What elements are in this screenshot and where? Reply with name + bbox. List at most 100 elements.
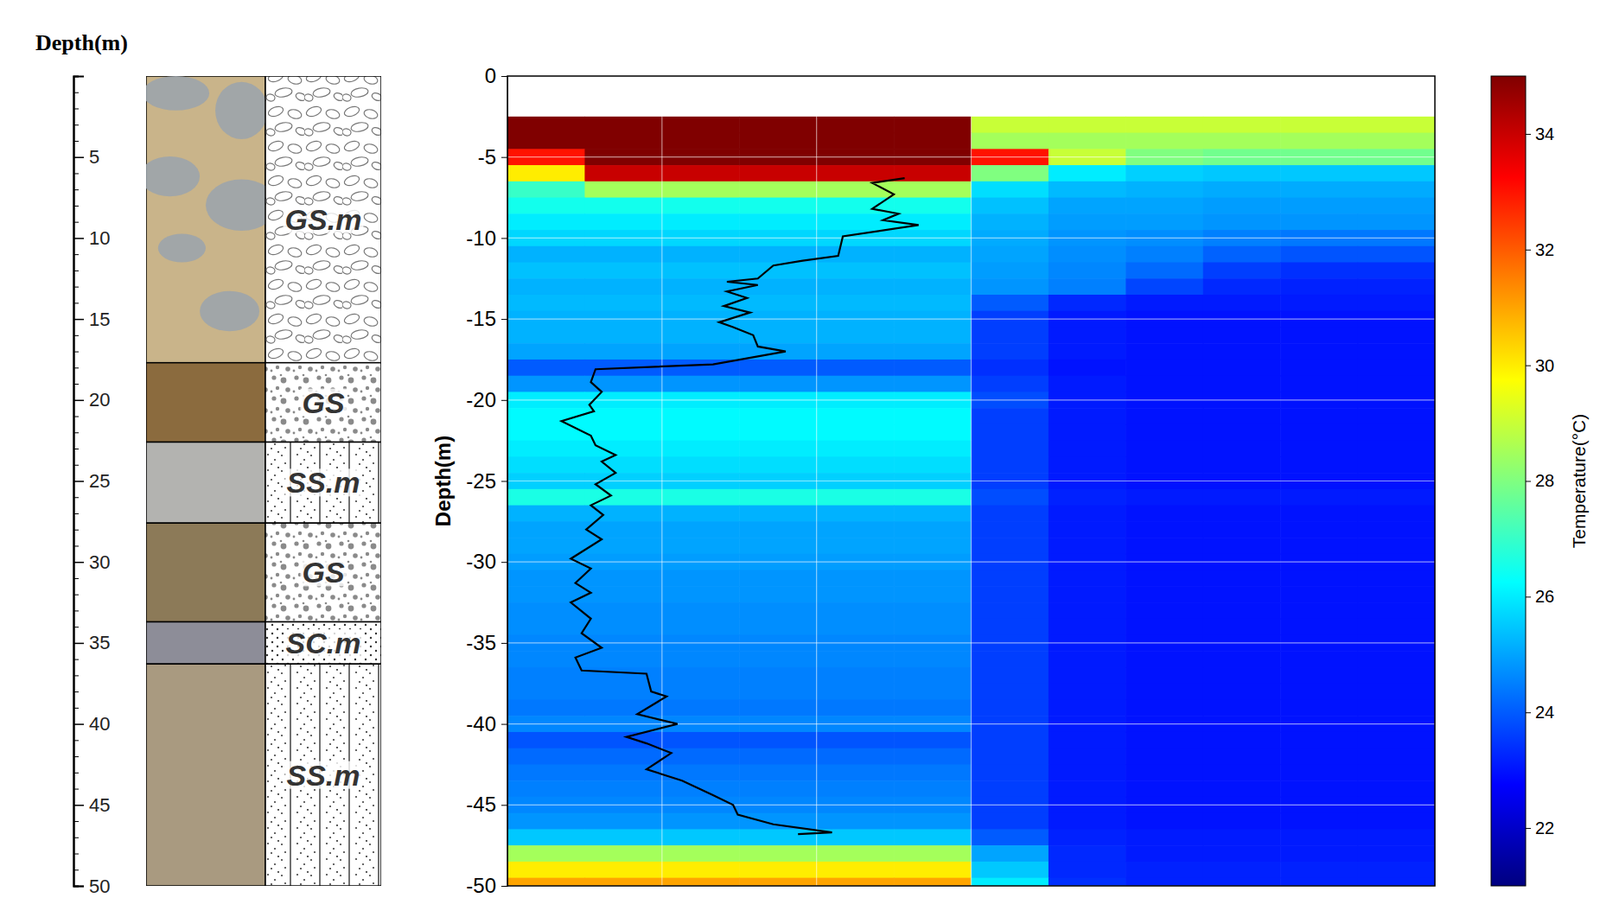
- heatmap-cell: [893, 537, 972, 555]
- heatmap-cell: [893, 181, 972, 198]
- heatmap-cell: [1203, 294, 1282, 312]
- heatmap-cell: [584, 165, 663, 182]
- heatmap-cell: [971, 521, 1050, 538]
- heatmap-cell: [662, 521, 740, 538]
- heatmap-cell: [1357, 732, 1435, 749]
- heatmap-cell: [1357, 133, 1435, 150]
- heatmap-cell: [1357, 505, 1435, 523]
- heatmap-cell: [507, 845, 586, 862]
- heatmap-cell: [1203, 407, 1282, 425]
- y-axis-tick-mark: [73, 237, 84, 240]
- axis-title: Depth(m): [35, 30, 128, 56]
- strip-log: Depth(m)5101520253035404550GS.mGSSS.mGSS…: [35, 30, 382, 898]
- heatmap-cell: [971, 505, 1050, 523]
- y-axis-tick-label: 20: [89, 388, 110, 411]
- y-axis-tick: -25: [465, 469, 508, 493]
- heatmap-cell: [739, 861, 817, 879]
- colorbar-axis-tick: 32: [1525, 240, 1555, 260]
- heatmap-cell: [816, 181, 895, 198]
- heatmap-cell: [971, 813, 1050, 830]
- heatmap-cell: [1203, 602, 1282, 619]
- heatmap-cell: [971, 278, 1050, 295]
- grid-line-x: [815, 76, 817, 887]
- heatmap-cell: [893, 764, 972, 781]
- heatmap-cell: [662, 586, 740, 603]
- heatmap-cell: [1125, 650, 1204, 668]
- heatmap-cell: [1203, 197, 1282, 215]
- heatmap-cell: [1280, 359, 1358, 377]
- colorbar-title: Temperature(°C): [1568, 414, 1589, 549]
- heatmap-cell: [662, 407, 740, 425]
- y-axis-tick-mark: [501, 804, 508, 806]
- heatmap-cell: [1280, 813, 1358, 830]
- heatmap-cell: [507, 376, 586, 393]
- profile-line: [561, 178, 919, 835]
- heatmap-cell: [662, 213, 740, 230]
- heatmap-cell: [507, 197, 586, 215]
- heatmap-cell: [507, 133, 586, 150]
- heatmap-cell: [739, 586, 817, 603]
- heatmap-cell: [1048, 213, 1127, 230]
- heatmap-cell: [1048, 343, 1127, 360]
- heatmap-cell: [893, 828, 972, 846]
- heatmap-cell: [893, 683, 972, 701]
- heatmap-cell: [816, 489, 895, 506]
- heatmap-cell: [1203, 424, 1282, 441]
- heatmap-cell: [893, 748, 972, 765]
- heatmap-cell: [662, 813, 740, 830]
- heatmap-cell: [1048, 294, 1127, 312]
- heatmap-cell: [816, 602, 895, 619]
- y-axis-tick-mark: [501, 481, 508, 483]
- heatmap-cell: [584, 537, 663, 555]
- heatmap-cell: [893, 424, 972, 441]
- y-axis-tick-mark: [501, 643, 508, 644]
- heatmap-cell: [816, 861, 895, 879]
- heatmap-cell: [1125, 878, 1204, 887]
- heatmap-cell: [816, 878, 895, 887]
- heatmap-cell: [1280, 618, 1358, 636]
- heatmap-cell: [1125, 602, 1204, 619]
- colorbar-axis-tick-mark: [1525, 596, 1531, 598]
- heatmap-cell: [1357, 262, 1435, 280]
- heatmap-cell: [584, 181, 663, 198]
- heatmap-cell: [1280, 376, 1358, 393]
- heatmap-cell: [1203, 618, 1282, 636]
- heatmap-cell: [1203, 537, 1282, 555]
- heatmap-cell: [739, 521, 817, 538]
- heatmap-cell: [662, 650, 740, 668]
- heatmap-cell: [1280, 246, 1358, 263]
- heatmap-cell: [584, 748, 663, 765]
- heatmap-cell: [1280, 197, 1358, 215]
- heatmap-cell: [1203, 133, 1282, 150]
- heatmap-cell: [1048, 586, 1127, 603]
- heatmap-cell: [584, 133, 663, 150]
- heatmap-cell: [739, 326, 817, 344]
- heatmap-cell: [584, 505, 663, 523]
- heatmap-cell: [893, 456, 972, 473]
- y-axis-tick-label: 5: [89, 146, 100, 168]
- heatmap-cell: [662, 165, 740, 182]
- heatmap-cell: [1203, 650, 1282, 668]
- heatmap-cell: [1048, 732, 1127, 749]
- heatmap-cell: [1357, 456, 1435, 473]
- heatmap-cell: [816, 813, 895, 830]
- heatmap-cell: [584, 732, 663, 749]
- heatmap-cell: [662, 861, 740, 879]
- heatmap-cell: [971, 246, 1050, 263]
- colorbar-axis-tick-label: 22: [1535, 818, 1555, 838]
- heatmap-cell: [1048, 440, 1127, 458]
- heatmap-cell: [1203, 586, 1282, 603]
- heatmap-cell: [584, 667, 663, 684]
- heatmap-cell: [1125, 424, 1204, 441]
- heatmap-cell: [662, 197, 740, 215]
- heatmap-cell: [1280, 537, 1358, 555]
- heatmap-cell: [893, 521, 972, 538]
- heatmap-cell: [1357, 780, 1435, 797]
- colorbar-axis-tick-label: 34: [1535, 124, 1555, 144]
- lithology-pattern: [265, 76, 382, 364]
- heatmap-cell: [1203, 505, 1282, 523]
- colorbar-axis-tick-mark: [1525, 481, 1531, 483]
- heatmap-cell: [893, 861, 972, 879]
- heatmap-cell: [739, 537, 817, 555]
- heatmap-cell: [1048, 537, 1127, 555]
